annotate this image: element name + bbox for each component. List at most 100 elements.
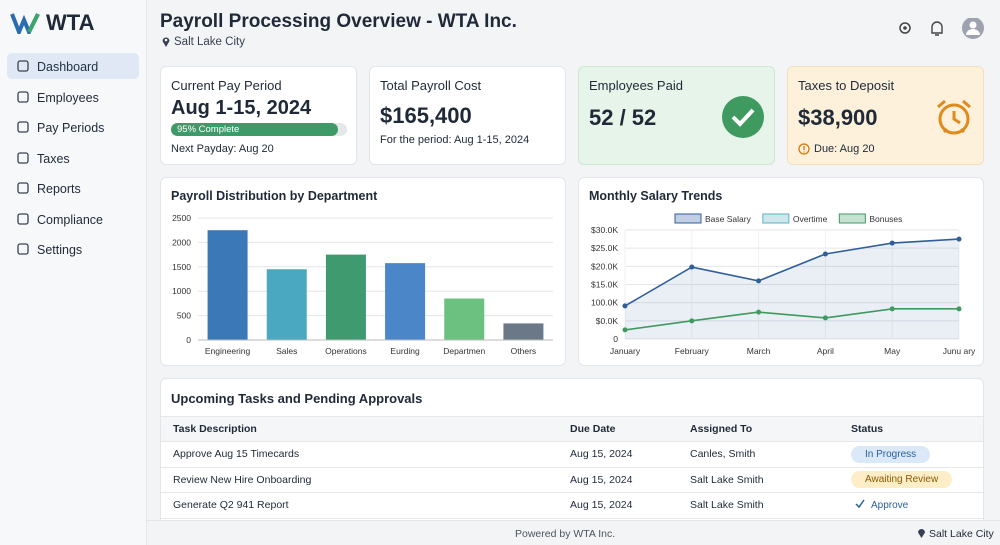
y-tick-label: $25.0K bbox=[591, 243, 618, 253]
line bbox=[624, 308, 959, 331]
card-title: Employees Paid bbox=[589, 78, 683, 93]
nav-icon bbox=[17, 212, 29, 225]
cell-text: Canles, Smith bbox=[690, 448, 756, 461]
card-value: Aug 1-15, 2024 bbox=[171, 97, 312, 119]
table-cell: Review New Hire Onboarding bbox=[161, 467, 558, 493]
settings-icon[interactable] bbox=[899, 22, 911, 34]
footer-location: Salt Lake City bbox=[929, 528, 994, 540]
footer-text: Powered by WTA Inc. bbox=[515, 528, 616, 540]
status-badge[interactable]: Awaiting Review bbox=[851, 471, 953, 489]
nav-label: Settings bbox=[37, 243, 83, 257]
status-badge[interactable]: In Progress bbox=[851, 445, 931, 463]
point bbox=[956, 236, 962, 242]
x-tick-label: Others bbox=[511, 346, 537, 356]
y-tick-label: 2500 bbox=[172, 213, 191, 223]
point bbox=[622, 327, 628, 333]
table-cell: Salt Lake Smith bbox=[678, 467, 839, 493]
nav-label: Compliance bbox=[37, 212, 104, 227]
x-tick-label: January bbox=[610, 346, 641, 356]
bell-icon[interactable] bbox=[931, 21, 943, 36]
cell-text: Generate Q2 941 Report bbox=[173, 499, 289, 512]
y-tick-label: $30.0K bbox=[591, 225, 618, 235]
x-tick-label: Departmen bbox=[443, 346, 485, 356]
nav-icon bbox=[17, 60, 29, 72]
check bbox=[855, 499, 865, 509]
nav-icon bbox=[17, 90, 29, 103]
point bbox=[956, 306, 962, 312]
column-header: Status bbox=[839, 416, 983, 442]
header-icons bbox=[899, 18, 984, 39]
y-tick-label: $20.0K bbox=[591, 261, 618, 271]
tasks-table: Task Description Due Date Assigned To Statu… bbox=[161, 416, 983, 519]
pin-icon bbox=[162, 37, 170, 47]
point bbox=[756, 309, 762, 315]
x-tick-label: Operations bbox=[325, 346, 367, 356]
line bbox=[624, 238, 960, 307]
y-tick-label: $15.0K bbox=[591, 280, 618, 290]
card-note: Next Payday: Aug 20 bbox=[171, 143, 274, 155]
pin-icon bbox=[918, 529, 925, 538]
nav-icon bbox=[17, 121, 29, 133]
bar bbox=[325, 254, 366, 340]
cell-text: Review New Hire Onboarding bbox=[173, 473, 312, 486]
column-header: Task Description bbox=[161, 416, 558, 442]
point bbox=[889, 306, 895, 312]
progress-label: 95% Complete bbox=[177, 124, 240, 135]
bar-chart: Payroll Distribution by Department 0 500 10… bbox=[171, 189, 553, 356]
table-row: Approve Aug 15 Timecards Aug 15, 2024 Canl… bbox=[161, 441, 983, 468]
table-cell: Salt Lake Smith bbox=[678, 492, 839, 519]
bar bbox=[207, 230, 248, 340]
logo-icon bbox=[10, 13, 40, 34]
nav-item[interactable]: Reports bbox=[7, 175, 139, 201]
nav-item[interactable]: Compliance bbox=[7, 206, 139, 232]
nav-icon bbox=[17, 151, 29, 164]
table-cell: Approve bbox=[839, 492, 983, 519]
card-title: Current Pay Period bbox=[171, 78, 282, 93]
card-note: Due: Aug 20 bbox=[814, 143, 875, 155]
table-row: Generate Q2 941 Report Aug 15, 2024 Salt L… bbox=[161, 492, 983, 519]
progress-bar: 95% Complete bbox=[171, 123, 339, 136]
x-tick-label: April bbox=[817, 346, 834, 356]
check-icon bbox=[722, 96, 764, 138]
card-title: Total Payroll Cost bbox=[380, 78, 482, 93]
point bbox=[822, 315, 828, 321]
chart-title: Monthly Salary Trends bbox=[589, 189, 722, 203]
legend-label: Bonuses bbox=[869, 214, 902, 224]
status-badge[interactable]: Approve bbox=[851, 496, 922, 514]
nav-item[interactable]: Dashboard bbox=[7, 53, 139, 79]
table-cell: Aug 15, 2024 bbox=[558, 441, 678, 468]
card-value: 52 / 52 bbox=[589, 105, 657, 130]
table-cell: Generate Q2 941 Report bbox=[161, 492, 558, 519]
x-tick-label: Sales bbox=[276, 346, 297, 356]
y-tick-label: 1000 bbox=[172, 286, 191, 296]
y-tick-label: 500 bbox=[177, 311, 191, 321]
warning-icon bbox=[798, 143, 810, 155]
nav-item[interactable]: Taxes bbox=[7, 145, 139, 171]
card-value: $165,400 bbox=[380, 103, 472, 128]
footer: Powered by WTA Inc. Salt Lake City bbox=[147, 520, 1000, 545]
y-tick-label: 1500 bbox=[172, 262, 191, 272]
nav-item[interactable]: Settings bbox=[7, 236, 139, 262]
cell-text: Aug 15, 2024 bbox=[570, 473, 633, 486]
y-tick-label: 0 bbox=[186, 335, 191, 345]
nav-item[interactable]: Pay Periods bbox=[7, 114, 139, 140]
table-cell: Awaiting Review bbox=[839, 467, 983, 493]
page-title: Payroll Processing Overview - WTA Inc. bbox=[160, 11, 517, 32]
point bbox=[756, 278, 762, 284]
x-tick-label: March bbox=[747, 346, 771, 356]
x-tick-label: Engineering bbox=[205, 346, 251, 356]
bar bbox=[266, 269, 307, 340]
table-title: Upcoming Tasks and Pending Approvals bbox=[171, 391, 423, 406]
progress-track: 95% Complete bbox=[171, 123, 347, 136]
nav-item[interactable]: Employees bbox=[7, 84, 139, 110]
line-chart-card: Monthly Salary Trends 0 $0.0K 100.0K $15.0K $… bbox=[578, 177, 984, 366]
column-header: Assigned To bbox=[678, 416, 839, 442]
legend-label: Overtime bbox=[793, 214, 828, 224]
y-tick-label: 0 bbox=[613, 334, 618, 344]
nav-icon bbox=[17, 182, 29, 194]
logo: WTA bbox=[46, 10, 95, 35]
cell-text: Aug 15, 2024 bbox=[570, 448, 633, 461]
point bbox=[689, 264, 695, 270]
cell-text: Approve Aug 15 Timecards bbox=[173, 448, 300, 461]
